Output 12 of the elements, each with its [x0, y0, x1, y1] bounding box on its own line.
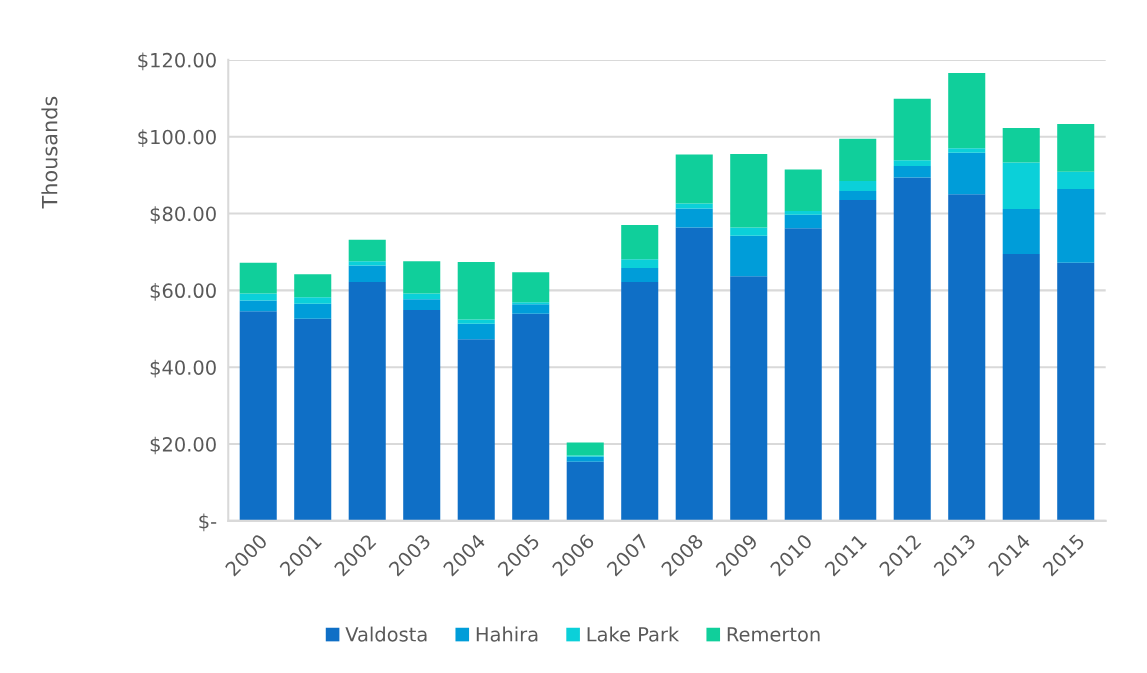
y-tick-label: $80.00 — [150, 206, 216, 224]
y-tick-label: $- — [199, 513, 217, 532]
legend-label: Hahira — [476, 626, 538, 642]
legend-label: Remerton — [727, 627, 820, 642]
legend-label: Lake Park — [587, 626, 680, 642]
y-tick-label: $40.00 — [150, 359, 216, 378]
y-tick-label: $120.00 — [138, 52, 216, 71]
y-axis-title: Thousands — [41, 96, 58, 209]
legend-label: Valdosta — [345, 626, 427, 642]
y-tick-label: $100.00 — [138, 129, 216, 147]
y-tick-label: $20.00 — [150, 436, 216, 455]
y-tick-label: $60.00 — [150, 283, 216, 301]
